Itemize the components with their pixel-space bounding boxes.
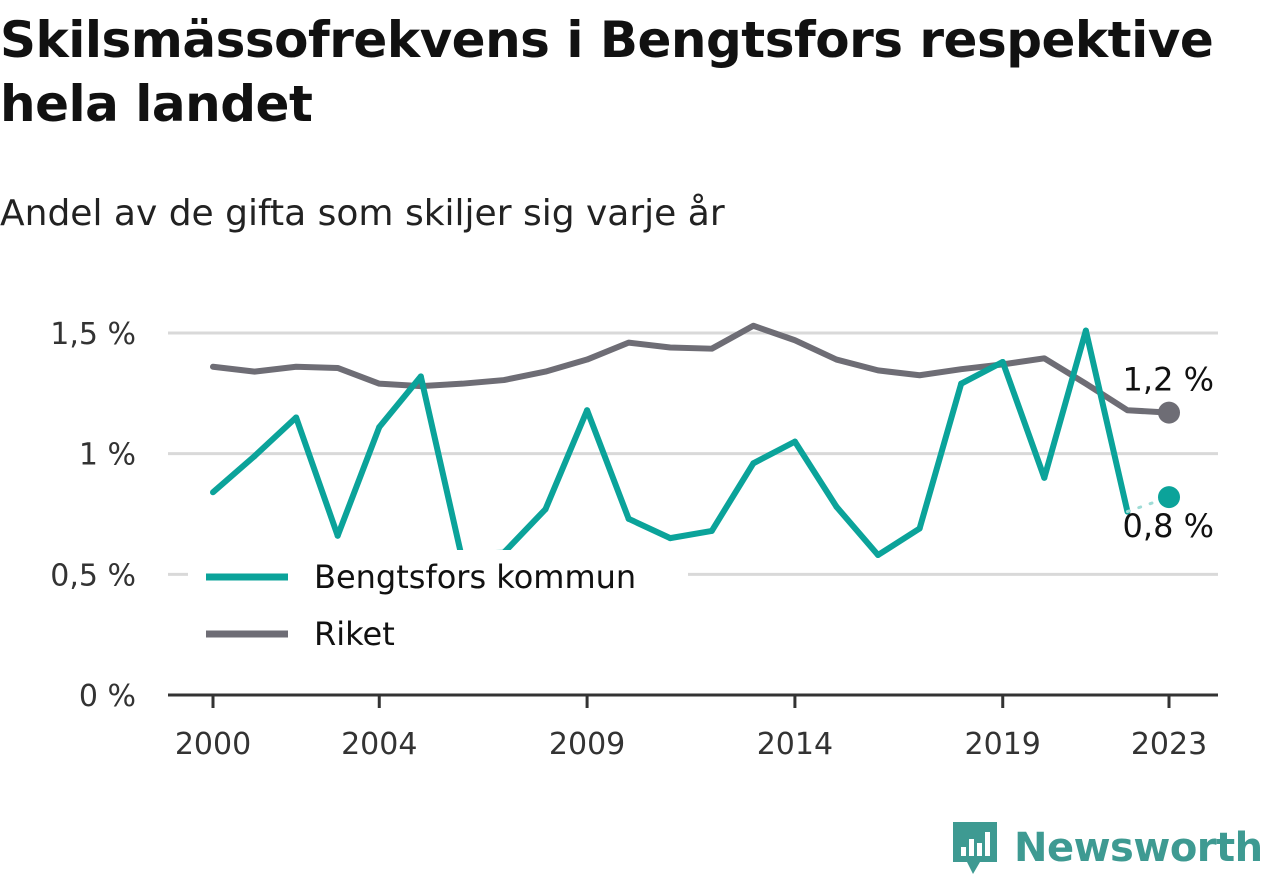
series-segment-bengtsfors [210,453,258,496]
series-segment-bengtsfors [334,424,383,539]
series-lines: 1,2 % 0,8 % [210,322,1214,564]
series-segment-bengtsfors [958,358,1006,387]
legend-background [188,550,688,670]
series-segment-bengtsfors [667,527,715,542]
end-label-riket: 1,2 % [1123,361,1214,399]
x-tick-label: 2000 [175,727,251,762]
end-label-bengtsfors: 0,8 % [1123,507,1214,545]
series-segment-bengtsfors [791,438,840,510]
newsworthy-logo-icon [953,822,997,874]
series-segment-bengtsfors [417,373,466,563]
series-line-riket [210,322,1172,416]
series-segment-bengtsfors [875,525,923,559]
y-tick-label: 1 % [79,438,136,473]
y-axis-ticks: 0 % 0,5 % 1 % 1,5 % [50,317,136,714]
series-segment-bengtsfors [999,358,1048,481]
series-segment-bengtsfors [625,515,674,542]
series-segment-bengtsfors [833,503,882,559]
x-tick-label: 2014 [757,727,833,762]
series-segment-bengtsfors [500,506,549,556]
newsworthy-logo: Newsworthy [950,818,1262,878]
series-segment-bengtsfors [750,438,798,467]
brand-name: Newsworthy [1014,825,1262,871]
series-segment-bengtsfors [376,373,424,431]
end-point-bengtsfors [1158,486,1180,509]
y-tick-label: 0,5 % [50,558,136,593]
y-tick-label: 1,5 % [50,317,136,352]
x-tick-label: 2019 [965,727,1041,762]
series-segment-bengtsfors [1041,327,1089,481]
x-tick-label: 2009 [549,727,625,762]
legend-label: Riket [314,615,395,653]
x-axis: 2000 2004 2009 2014 2019 2023 [168,693,1218,762]
y-tick-label: 0 % [79,679,136,714]
x-tick-label: 2004 [341,727,417,762]
series-segment-bengtsfors [1082,327,1131,515]
series-segment-bengtsfors [251,414,300,460]
x-tick-label: 2023 [1131,727,1207,762]
series-segment-bengtsfors [293,414,341,539]
series-segment-bengtsfors [584,407,632,522]
chart-subtitle: Andel av de gifta som skiljer sig varje … [0,193,725,234]
legend: Bengtsfors kommun Riket [188,550,688,670]
end-point-riket [1158,401,1180,424]
series-segment-bengtsfors [916,380,965,532]
chart-title: Skilsmässofrekvens i Bengtsfors respekti… [0,11,1214,133]
series-segment-bengtsfors [542,407,591,513]
legend-label: Bengtsfors kommun [314,558,636,596]
series-segment-bengtsfors [708,460,757,534]
